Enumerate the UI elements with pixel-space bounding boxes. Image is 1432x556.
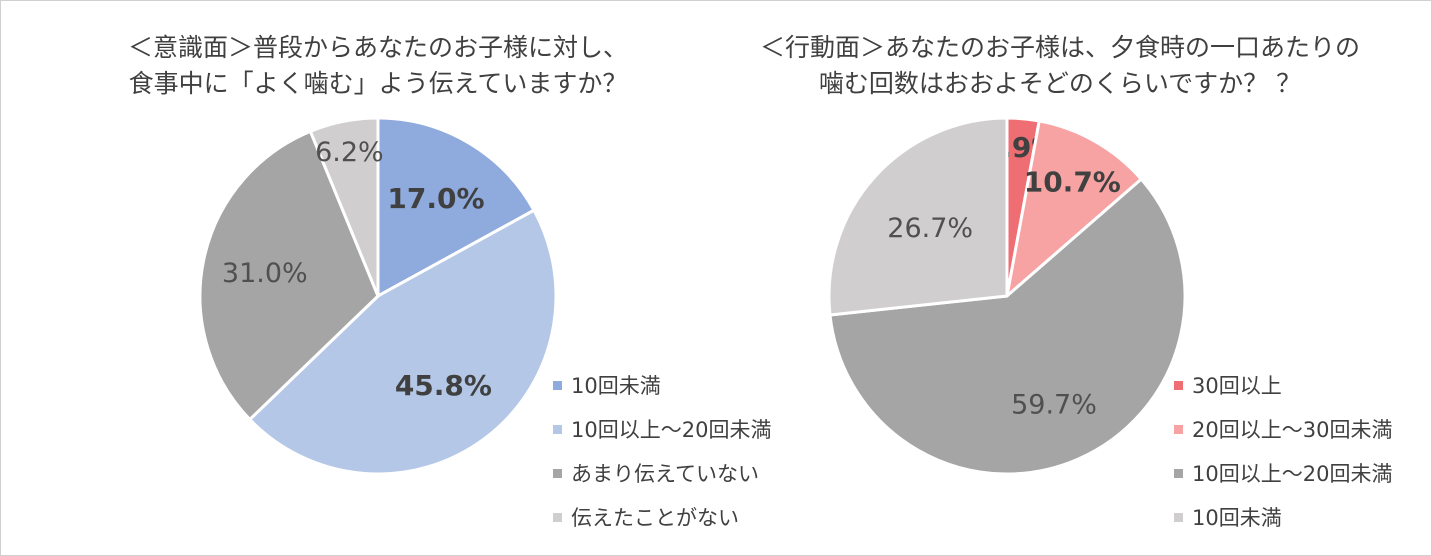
pie-slice — [376, 116, 536, 298]
legend-swatch — [1174, 513, 1183, 522]
chart-title-line: 噛む回数はおおよそどのくらいですか？ ？ — [819, 69, 1301, 98]
legend-entry: 10回未満 — [1192, 506, 1282, 530]
pie-slice — [828, 177, 1187, 476]
legend-swatch — [1174, 381, 1183, 390]
legend-entry: 10回以上～20回未満 — [1192, 462, 1392, 486]
slice-data-label: 10.7% — [1024, 166, 1121, 199]
pie-slice — [1005, 119, 1143, 298]
slice-data-label: 31.0% — [222, 258, 308, 289]
chart-title-line: 食事中に「よく噛む」よう伝えていますか？ — [129, 69, 628, 98]
legend-entry: 20回以上～30回未満 — [1192, 418, 1392, 442]
legend-swatch — [1174, 425, 1183, 434]
legend-swatch — [553, 425, 562, 434]
legend-swatch — [1174, 469, 1183, 478]
pie-slice — [308, 116, 380, 298]
pie-slice — [198, 129, 380, 421]
chart-title-line: ＜意識面＞普段からあなたのお子様に対し、 — [128, 33, 628, 62]
legend-entry: 10回以上～20回未満 — [571, 418, 771, 442]
slice-data-label: 59.7% — [1011, 390, 1097, 421]
pie-slice — [827, 116, 1009, 317]
legend-swatch — [553, 513, 562, 522]
chart-title-line: ＜行動面＞あなたのお子様は、夕食時の一口あたりの — [760, 33, 1360, 62]
legend-entry: 伝えたことがない — [571, 506, 739, 530]
legend-swatch — [553, 381, 562, 390]
pie-chart-2: ＜行動面＞あなたのお子様は、夕食時の一口あたりの噛む回数はおおよそどのくらいです… — [760, 33, 1392, 530]
slice-data-label: 17.0% — [387, 182, 484, 215]
pie-chart-1: ＜意識面＞普段からあなたのお子様に対し、食事中に「よく噛む」よう伝えていますか？… — [128, 33, 771, 530]
pie-slice — [248, 208, 558, 476]
slice-data-label: 26.7% — [887, 213, 973, 244]
legend-entry: 10回未満 — [571, 374, 661, 398]
slice-data-label: 45.8% — [395, 369, 492, 402]
legend-entry: 30回以上 — [1192, 374, 1282, 398]
legend-entry: あまり伝えていない — [571, 462, 759, 486]
slice-data-label: 6.2% — [315, 137, 384, 168]
legend-swatch — [553, 469, 562, 478]
